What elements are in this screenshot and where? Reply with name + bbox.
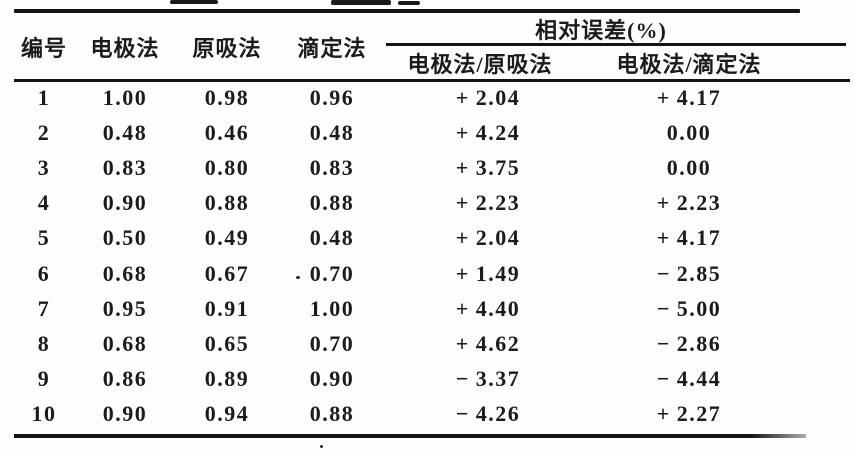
cell-titration-method: 0.88 [309,401,355,427]
col-header-titration-method: 滴定法 [297,35,367,61]
cell-error-electrode-vs-absorption: + 3.75 [455,154,521,180]
cell-electrode-method: 0.83 [102,154,148,180]
cell-error-electrode-vs-absorption: + 2.23 [455,190,521,216]
cell-electrode-method: 1.00 [102,84,148,110]
col-header-atomic-absorption-method: 原吸法 [192,35,262,61]
cell-id: 9 [37,366,51,392]
table-rule-top [14,9,800,13]
scan-artifact [331,0,391,5]
table-row: 9 0.86 0.89 0.90 − 3.37 − 4.44 [14,362,848,397]
cell-titration-method: 0.88 [309,190,355,216]
table-row: 3 0.83 0.80 0.83 + 3.75 0.00 [14,150,848,185]
cell-id: 2 [37,119,51,145]
cell-error-electrode-vs-absorption: + 4.40 [455,295,521,321]
cell-error-electrode-vs-titration: + 2.23 [656,190,722,216]
cell-error-electrode-vs-absorption: + 1.49 [455,260,521,286]
cell-error-electrode-vs-absorption: + 4.24 [455,119,521,145]
cell-electrode-method: 0.50 [102,225,148,251]
cell-error-electrode-vs-titration: − 5.00 [656,295,722,321]
cell-electrode-method: 0.68 [102,260,148,286]
cell-id: 7 [37,295,51,321]
cell-id: 5 [37,225,51,251]
cell-electrode-method: 0.48 [102,119,148,145]
cell-id: 1 [37,84,51,110]
cell-atomic-absorption-method: 0.91 [204,295,250,321]
scan-artifact [398,1,420,5]
scan-artifact [296,276,300,279]
scan-artifact [170,0,218,4]
cell-error-electrode-vs-titration: − 2.85 [656,260,722,286]
cell-atomic-absorption-method: 0.49 [204,225,250,251]
table-row: 7 0.95 0.91 1.00 + 4.40 − 5.00 [14,291,848,326]
cell-electrode-method: 0.95 [102,295,148,321]
cell-electrode-method: 0.68 [102,330,148,356]
header-row-2: 电极法/原吸法 电极法/滴定法 [14,45,848,80]
cell-titration-method: 0.48 [309,119,355,145]
cell-titration-method: 0.90 [309,366,355,392]
col-header-id: 编号 [20,35,67,61]
cell-id: 8 [37,330,51,356]
cell-atomic-absorption-method: 0.94 [204,401,250,427]
cell-atomic-absorption-method: 0.89 [204,366,250,392]
table-row: 6 0.68 0.67 0.70 + 1.49 − 2.85 [14,256,848,291]
header-row-1: 编号 电极法 原吸法 滴定法 相对误差(%) [14,13,848,61]
cell-atomic-absorption-method: 0.98 [204,84,250,110]
table-row: 2 0.48 0.46 0.48 + 4.24 0.00 [14,115,848,150]
scan-artifact [320,445,323,448]
cell-titration-method: 0.70 [309,330,355,356]
cell-error-electrode-vs-absorption: + 2.04 [455,84,521,110]
cell-id: 10 [31,401,57,427]
cell-atomic-absorption-method: 0.80 [204,154,250,180]
cell-atomic-absorption-method: 0.46 [204,119,250,145]
cell-error-electrode-vs-titration: 0.00 [666,119,712,145]
cell-electrode-method: 0.90 [102,190,148,216]
table-rule-under-header [14,79,850,82]
cell-electrode-method: 0.90 [102,401,148,427]
cell-titration-method: 0.70 [309,260,355,286]
cell-id: 6 [37,260,51,286]
cell-atomic-absorption-method: 0.67 [204,260,250,286]
cell-error-electrode-vs-titration: + 2.27 [656,401,722,427]
table-row: 1 1.00 0.98 0.96 + 2.04 + 4.17 [14,80,848,115]
cell-id: 3 [37,154,51,180]
table-header: 编号 电极法 原吸法 滴定法 相对误差(%) 电极法/原吸法 电极法/滴定法 [14,13,848,80]
cell-error-electrode-vs-titration: − 2.86 [656,330,722,356]
data-table: 编号 电极法 原吸法 滴定法 相对误差(%) 电极法/原吸法 电极法/滴定法 1… [14,13,848,432]
cell-atomic-absorption-method: 0.88 [204,190,250,216]
col-header-relative-error-group: 相对误差(%) [535,18,667,43]
table-row: 8 0.68 0.65 0.70 + 4.62 − 2.86 [14,326,848,361]
cell-atomic-absorption-method: 0.65 [204,330,250,356]
table-rule-bottom [14,434,806,438]
cell-error-electrode-vs-absorption: − 3.37 [455,366,521,392]
table-row: 4 0.90 0.88 0.88 + 2.23 + 2.23 [14,186,848,221]
col-header-electrode-vs-titration: 电极法/滴定法 [616,51,762,77]
cell-titration-method: 1.00 [309,295,355,321]
cell-error-electrode-vs-absorption: + 2.04 [455,225,521,251]
table-row: 10 0.90 0.94 0.88 − 4.26 + 2.27 [14,397,848,432]
cell-error-electrode-vs-titration: − 4.44 [656,366,722,392]
table-rule-under-group-header [386,43,846,46]
cell-error-electrode-vs-titration: 0.00 [666,154,712,180]
cell-titration-method: 0.48 [309,225,355,251]
cell-error-electrode-vs-titration: + 4.17 [656,225,722,251]
table-body: 1 1.00 0.98 0.96 + 2.04 + 4.17 2 0.48 0.… [14,80,848,432]
table-row: 5 0.50 0.49 0.48 + 2.04 + 4.17 [14,221,848,256]
col-header-electrode-vs-absorption: 电极法/原吸法 [407,51,553,77]
cell-titration-method: 0.96 [309,84,355,110]
cell-id: 4 [37,190,51,216]
cell-error-electrode-vs-absorption: − 4.26 [455,401,521,427]
cell-error-electrode-vs-titration: + 4.17 [656,84,722,110]
col-header-electrode-method: 电极法 [90,35,160,61]
cell-titration-method: 0.83 [309,154,355,180]
cell-error-electrode-vs-absorption: + 4.62 [455,330,521,356]
cell-electrode-method: 0.86 [102,366,148,392]
